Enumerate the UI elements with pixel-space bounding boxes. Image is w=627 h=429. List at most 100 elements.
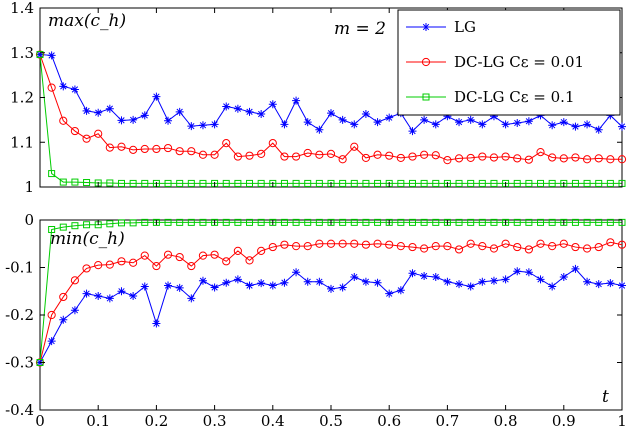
bot-point-s2-44 — [548, 218, 556, 226]
top-point-s1-28 — [361, 153, 371, 163]
top-point-s1-50 — [617, 155, 627, 164]
bot-point-s0-15 — [210, 283, 219, 292]
bot-point-s1-34 — [431, 242, 440, 251]
bot-point-s1-18 — [245, 256, 254, 265]
top-point-s1-32 — [408, 152, 417, 161]
top-point-s0-29 — [373, 118, 382, 127]
top-point-s1-8 — [129, 145, 138, 154]
bot-point-s1-16 — [222, 257, 231, 266]
bot-point-s2-14 — [199, 218, 207, 226]
top-point-s0-15 — [210, 120, 219, 129]
top-point-s1-17 — [233, 152, 242, 161]
top-point-s0-9 — [140, 111, 149, 120]
top-point-s0-42 — [524, 117, 533, 126]
top-ytick-label-1: 1.1 — [10, 133, 34, 151]
bot-point-s1-38 — [478, 242, 487, 251]
top-point-s2-17 — [234, 179, 242, 187]
top-point-s1-36 — [454, 154, 464, 163]
top-point-s1-49 — [606, 155, 615, 164]
legend-marker-0 — [422, 23, 430, 31]
top-point-s1-22 — [291, 152, 301, 161]
bottom-panel: 0 -0.1 -0.2 -0.3 -0.4 0 0.1 0.2 0.3 0.4 0.5 0.6 0.7… — [5, 211, 627, 429]
bot-point-s0-31 — [396, 286, 405, 295]
top-point-s0-26 — [338, 115, 347, 124]
param-label: m = 2 — [334, 19, 386, 39]
top-point-s1-3 — [70, 126, 80, 136]
top-point-s0-1 — [47, 51, 56, 60]
bot-point-s1-13 — [187, 261, 196, 271]
bot-point-s1-14 — [198, 251, 208, 260]
bot-point-s0-28 — [361, 277, 370, 286]
bot-point-s0-23 — [303, 277, 312, 286]
bot-point-s0-12 — [175, 283, 184, 292]
bot-point-s2-50 — [618, 218, 626, 226]
bot-point-s1-40 — [501, 239, 510, 248]
top-point-s2-14 — [199, 179, 207, 187]
top-point-s0-39 — [489, 112, 498, 121]
top-point-s0-3 — [70, 85, 79, 94]
top-point-s2-26 — [339, 179, 347, 187]
bot-point-s2-7 — [117, 219, 125, 227]
top-point-s1-1 — [47, 83, 56, 92]
bot-point-s2-40 — [502, 218, 510, 226]
bot-point-s1-27 — [350, 239, 359, 248]
bot-point-s0-39 — [489, 276, 498, 285]
top-point-s1-2 — [59, 116, 68, 125]
top-point-s1-20 — [268, 139, 277, 148]
top-point-s2-12 — [176, 179, 184, 187]
xtick-label-6: 0.6 — [377, 412, 401, 429]
bot-point-s1-24 — [315, 239, 324, 248]
bot-point-s0-37 — [466, 282, 475, 291]
top-point-s0-20 — [268, 100, 277, 109]
top-point-s0-24 — [315, 125, 324, 134]
bot-point-s2-13 — [187, 218, 195, 226]
bot-point-s1-33 — [420, 244, 429, 253]
bot-point-s1-28 — [361, 240, 371, 249]
top-point-s2-27 — [350, 179, 358, 187]
bot-point-s2-12 — [176, 218, 184, 226]
top-point-s2-23 — [304, 179, 312, 187]
bot-point-s2-30 — [385, 218, 393, 226]
top-point-s2-19 — [257, 179, 265, 187]
top-point-s1-10 — [152, 144, 161, 154]
top-point-s2-37 — [467, 179, 475, 187]
bot-point-s2-8 — [129, 219, 137, 227]
bot-point-s2-24 — [315, 218, 323, 226]
top-point-s2-43 — [537, 179, 545, 187]
top-point-s0-36 — [455, 118, 464, 127]
top-point-s0-8 — [129, 115, 138, 124]
legend-label-2: DC-LG Cε = 0.1 — [454, 88, 575, 106]
bot-point-s2-6 — [106, 220, 114, 228]
bot-point-s0-9 — [140, 282, 149, 291]
bot-point-s1-2 — [59, 292, 68, 302]
bot-point-s0-13 — [187, 294, 196, 303]
bot-point-s1-50 — [617, 240, 627, 249]
xtick-label-2: 0.2 — [144, 412, 168, 429]
xtick-label-8: 0.8 — [494, 412, 518, 429]
bot-point-s0-17 — [233, 275, 242, 284]
top-point-s0-44 — [548, 121, 557, 130]
top-point-s2-22 — [292, 179, 300, 187]
bot-point-s2-29 — [374, 218, 382, 226]
top-point-s2-8 — [129, 179, 137, 187]
top-point-s2-6 — [106, 179, 114, 187]
bot-point-s1-12 — [175, 252, 184, 262]
bot-point-s0-36 — [455, 280, 464, 289]
top-point-s2-33 — [420, 179, 428, 187]
top-point-s0-11 — [164, 116, 173, 125]
bot-point-s1-45 — [559, 239, 568, 248]
bot-point-s2-10 — [152, 218, 160, 226]
bot-point-s0-48 — [594, 280, 603, 289]
top-point-s2-2 — [59, 178, 67, 186]
top-point-s2-4 — [83, 179, 91, 187]
top-point-s2-24 — [315, 179, 323, 187]
bot-point-s1-9 — [140, 251, 149, 260]
bot-point-s0-32 — [408, 269, 417, 278]
legend-marker-2 — [422, 93, 430, 101]
top-point-s2-46 — [571, 179, 579, 187]
bot-point-s1-15 — [210, 250, 219, 259]
x-axis-label: t — [602, 387, 609, 407]
bot-point-s2-23 — [304, 218, 312, 226]
bot-point-s1-20 — [268, 242, 277, 252]
bot-point-s1-4 — [82, 264, 91, 273]
